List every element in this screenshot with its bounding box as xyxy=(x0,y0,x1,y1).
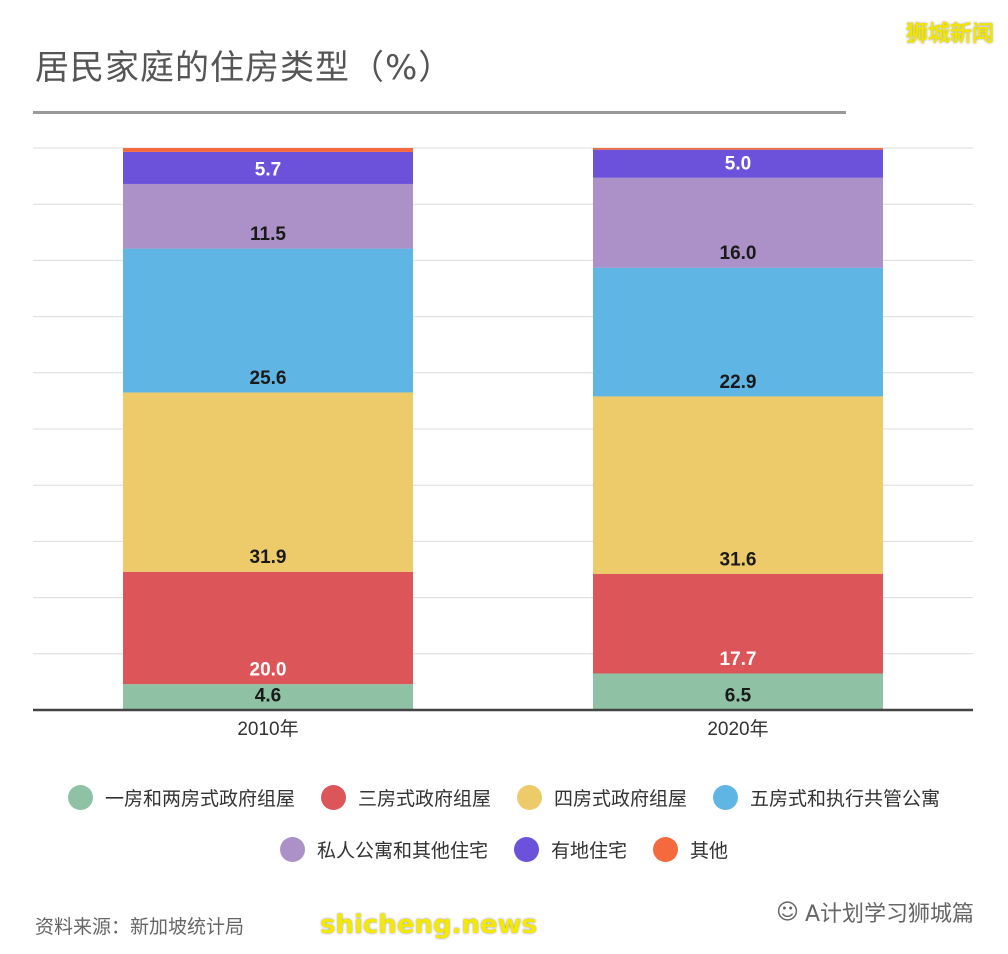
wechat-icon: ☺ xyxy=(776,899,799,925)
legend-item: 有地住宅 xyxy=(513,836,627,863)
data-label: 6.5 xyxy=(725,686,752,707)
bar-segment xyxy=(593,267,883,397)
legend-item: 四房式政府组屋 xyxy=(517,784,687,811)
bar-segment xyxy=(123,571,413,685)
legend-item: 三房式政府组屋 xyxy=(320,784,491,811)
data-label: 25.6 xyxy=(250,368,287,389)
source-note: 资料来源：新加坡统计局 xyxy=(35,916,245,938)
legend-swatch xyxy=(653,837,678,862)
bar-segment xyxy=(123,392,413,572)
bar-segment xyxy=(593,573,883,674)
legend-item: 私人公寓和其他住宅 xyxy=(279,836,488,863)
x-tick-label: 2010年 xyxy=(237,718,298,740)
legend-swatch xyxy=(713,785,739,810)
legend-label: 五房式和执行共管公寓 xyxy=(750,788,941,810)
legend-label: 有地住宅 xyxy=(550,840,627,862)
data-label: 17.7 xyxy=(720,649,757,670)
legend-swatch xyxy=(279,837,305,862)
bar-segment xyxy=(123,151,413,184)
legend-item: 一房和两房式政府组屋 xyxy=(67,784,295,811)
legend-swatch xyxy=(67,785,93,810)
legend-label: 三房式政府组屋 xyxy=(357,788,491,810)
legend-swatch xyxy=(513,837,539,862)
data-label: 5.7 xyxy=(255,159,281,180)
legend-swatch xyxy=(320,785,346,810)
legend-label: 一房和两房式政府组屋 xyxy=(104,788,295,810)
data-label: 22.9 xyxy=(720,372,757,393)
legend-item: 其他 xyxy=(653,836,728,863)
bar-segment xyxy=(123,183,413,249)
bar-segment xyxy=(593,149,883,178)
wechat-account: ☺ A计划学习狮城篇 xyxy=(776,896,974,928)
data-label: 31.6 xyxy=(720,549,757,570)
legend-label: 私人公寓和其他住宅 xyxy=(316,840,488,862)
legend-swatch xyxy=(517,785,542,810)
legend-label: 其他 xyxy=(690,840,729,862)
data-label: 4.6 xyxy=(255,686,281,707)
wechat-account-name: A计划学习狮城篇 xyxy=(804,902,974,927)
bar-segment xyxy=(593,396,883,574)
bar-segment xyxy=(123,684,413,710)
legend-item: 五房式和执行共管公寓 xyxy=(713,784,940,811)
title-divider xyxy=(33,111,846,114)
data-label: 5.0 xyxy=(725,153,751,174)
chart-title: 居民家庭的住房类型（%） xyxy=(35,48,454,88)
bar-segment xyxy=(593,673,883,710)
bar-segment xyxy=(123,248,413,393)
data-label: 20.0 xyxy=(250,660,287,681)
stacked-bar-chart: 4.6 20.0 31.9 25.6 11.5 5.7 2010年 6.5 17.7 31.6 22… xyxy=(33,147,973,740)
bar-segment xyxy=(593,148,883,150)
legend-label: 四房式政府组屋 xyxy=(554,788,688,810)
data-label: 11.5 xyxy=(250,224,286,245)
data-label: 31.9 xyxy=(250,547,287,568)
bar-segment xyxy=(593,177,883,268)
bar-segment xyxy=(123,148,413,152)
x-tick-label: 2020年 xyxy=(707,718,768,740)
watermark-logo: 狮城新闻 xyxy=(905,22,994,47)
legend-row: 一房和两房式政府组屋 三房式政府组屋 四房式政府组屋 五房式和执行共管公寓 xyxy=(0,784,1008,811)
data-label: 16.0 xyxy=(720,243,757,264)
legend-row: 私人公寓和其他住宅 有地住宅 其他 xyxy=(0,836,1008,863)
site-watermark: shicheng.news xyxy=(320,910,538,940)
